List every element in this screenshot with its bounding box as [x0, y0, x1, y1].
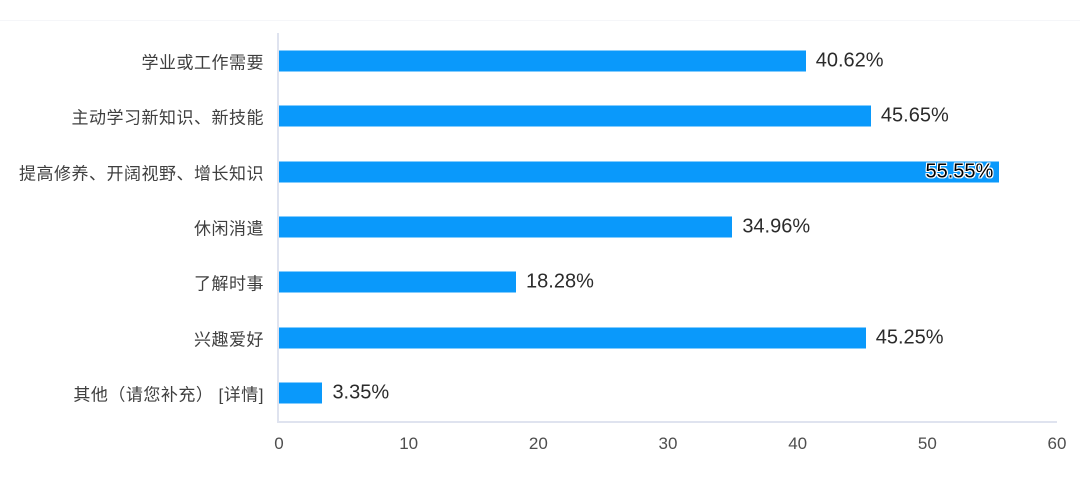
category-label: 提高修养、开阔视野、增长知识: [19, 164, 264, 184]
value-label: 18.28%: [526, 270, 594, 293]
bar-row: 休闲消遣 34.96%: [194, 199, 1057, 254]
category-label: 了解时事: [194, 274, 264, 294]
value-label: 3.35%: [332, 381, 390, 404]
category-label: 其他（请您补充） [详情]: [73, 385, 264, 405]
bar-row: 学业或工作需要 40.62%: [142, 33, 1057, 88]
value-label: 55.55%: [925, 160, 994, 183]
value-label: 40.62%: [815, 49, 884, 72]
bar: [279, 50, 806, 72]
bar-row: 主动学习新知识、新技能 45.65%: [72, 88, 1057, 143]
bar-row: 其他（请您补充） [详情] 3.35%: [73, 366, 1057, 421]
category-label: 主动学习新知识、新技能: [71, 108, 264, 128]
bar: [279, 216, 733, 238]
x-axis-tick: 30: [658, 434, 678, 453]
x-axis-tick: 0: [274, 434, 284, 453]
bar-row: 了解时事 18.28%: [194, 255, 1057, 310]
value-label: 45.25%: [875, 326, 944, 349]
x-axis-tick: 40: [788, 434, 808, 453]
category-label: 休闲消遣: [194, 219, 264, 239]
x-axis-tick: 10: [399, 434, 419, 453]
category-label: 兴趣爱好: [194, 330, 264, 350]
value-label: 34.96%: [742, 215, 811, 238]
bar-row: 兴趣爱好 45.25%: [194, 310, 1057, 365]
bar: [279, 271, 517, 293]
category-label: 学业或工作需要: [141, 53, 264, 73]
x-axis-tick: 50: [917, 434, 937, 453]
x-axis-tick: 60: [1047, 434, 1067, 453]
bar: [279, 161, 1000, 183]
bar: [279, 327, 866, 349]
x-axis: 0 10 20 30 40 50 60: [274, 434, 1066, 458]
bar: [279, 105, 871, 127]
plot-area: 0 10 20 30 40 50 60 学业或工作需要 40.62% 主动学习新知识、新技能 45…: [19, 33, 1066, 453]
bar: [279, 382, 323, 404]
bar-row: 提高修养、开阔视野、增长知识 55.55%: [19, 144, 1057, 199]
value-label: 45.65%: [880, 104, 949, 127]
x-axis-tick: 20: [528, 434, 548, 453]
top-divider: [0, 20, 1080, 21]
